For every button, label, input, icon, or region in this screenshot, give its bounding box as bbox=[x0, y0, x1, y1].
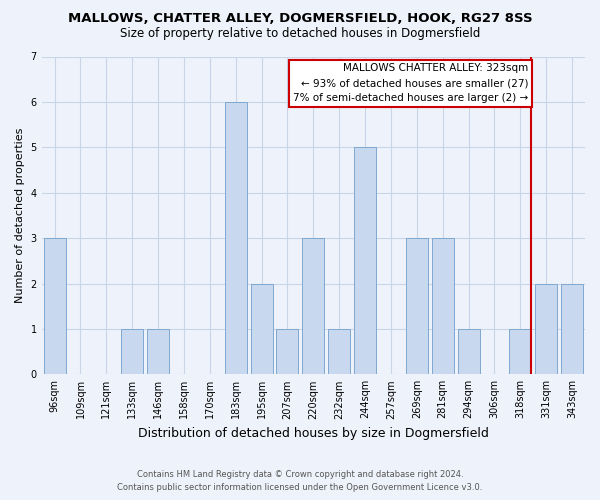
Text: Size of property relative to detached houses in Dogmersfield: Size of property relative to detached ho… bbox=[120, 28, 480, 40]
Text: MALLOWS CHATTER ALLEY: 323sqm
← 93% of detached houses are smaller (27)
7% of se: MALLOWS CHATTER ALLEY: 323sqm ← 93% of d… bbox=[293, 64, 528, 103]
Bar bbox=[302, 238, 325, 374]
Y-axis label: Number of detached properties: Number of detached properties bbox=[15, 128, 25, 303]
Bar bbox=[251, 284, 272, 374]
Bar bbox=[147, 329, 169, 374]
Bar bbox=[277, 329, 298, 374]
Bar bbox=[44, 238, 65, 374]
Bar bbox=[535, 284, 557, 374]
Bar bbox=[225, 102, 247, 374]
Text: Contains HM Land Registry data © Crown copyright and database right 2024.
Contai: Contains HM Land Registry data © Crown c… bbox=[118, 470, 482, 492]
Bar bbox=[458, 329, 479, 374]
Text: MALLOWS, CHATTER ALLEY, DOGMERSFIELD, HOOK, RG27 8SS: MALLOWS, CHATTER ALLEY, DOGMERSFIELD, HO… bbox=[68, 12, 532, 26]
X-axis label: Distribution of detached houses by size in Dogmersfield: Distribution of detached houses by size … bbox=[138, 427, 489, 440]
Bar bbox=[406, 238, 428, 374]
Bar bbox=[354, 148, 376, 374]
Bar bbox=[328, 329, 350, 374]
Bar bbox=[561, 284, 583, 374]
Bar bbox=[432, 238, 454, 374]
Bar bbox=[121, 329, 143, 374]
Bar bbox=[509, 329, 532, 374]
